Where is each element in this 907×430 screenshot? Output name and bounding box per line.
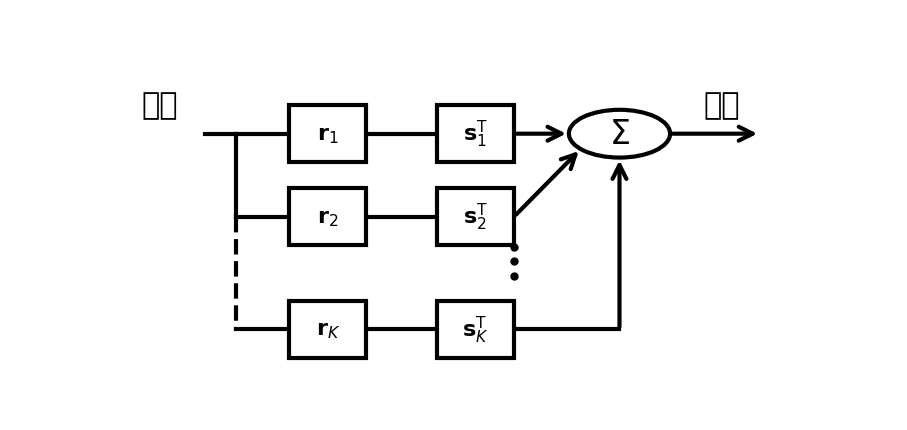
Bar (437, 301, 514, 358)
Text: 输入: 输入 (141, 91, 178, 120)
Text: $\mathbf{s}_{2}^\mathrm{T}$: $\mathbf{s}_{2}^\mathrm{T}$ (463, 202, 488, 233)
Bar (289, 106, 366, 163)
Circle shape (569, 111, 670, 158)
Bar (289, 301, 366, 358)
Text: $\mathbf{r}_{2}$: $\mathbf{r}_{2}$ (317, 206, 338, 228)
Bar (437, 106, 514, 163)
Text: 输出: 输出 (704, 91, 740, 120)
Bar (437, 189, 514, 245)
Text: $\Sigma$: $\Sigma$ (609, 118, 630, 151)
Text: $\mathbf{s}_{1}^\mathrm{T}$: $\mathbf{s}_{1}^\mathrm{T}$ (463, 119, 488, 150)
Text: $\mathbf{r}_{K}$: $\mathbf{r}_{K}$ (316, 319, 340, 341)
Bar (289, 189, 366, 245)
Text: $\mathbf{r}_{1}$: $\mathbf{r}_{1}$ (317, 123, 338, 145)
Text: $\mathbf{s}_{K}^\mathrm{T}$: $\mathbf{s}_{K}^\mathrm{T}$ (462, 314, 489, 345)
